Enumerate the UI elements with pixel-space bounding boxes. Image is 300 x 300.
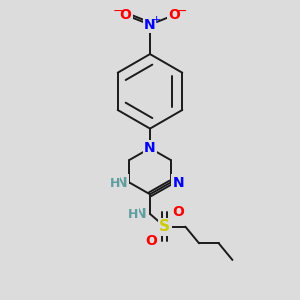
Text: O: O	[169, 8, 181, 22]
Text: +: +	[152, 15, 162, 25]
Text: O: O	[119, 8, 131, 22]
Text: H: H	[128, 208, 139, 221]
Text: H: H	[110, 177, 120, 190]
Text: N: N	[172, 176, 184, 190]
Text: −: −	[112, 4, 123, 17]
Text: N: N	[134, 207, 146, 221]
Text: O: O	[145, 234, 157, 248]
Text: −: −	[177, 4, 188, 17]
Text: N: N	[144, 18, 156, 32]
Text: N: N	[116, 176, 127, 190]
Text: S: S	[159, 219, 170, 234]
Text: N: N	[144, 141, 156, 155]
Text: O: O	[172, 205, 184, 219]
